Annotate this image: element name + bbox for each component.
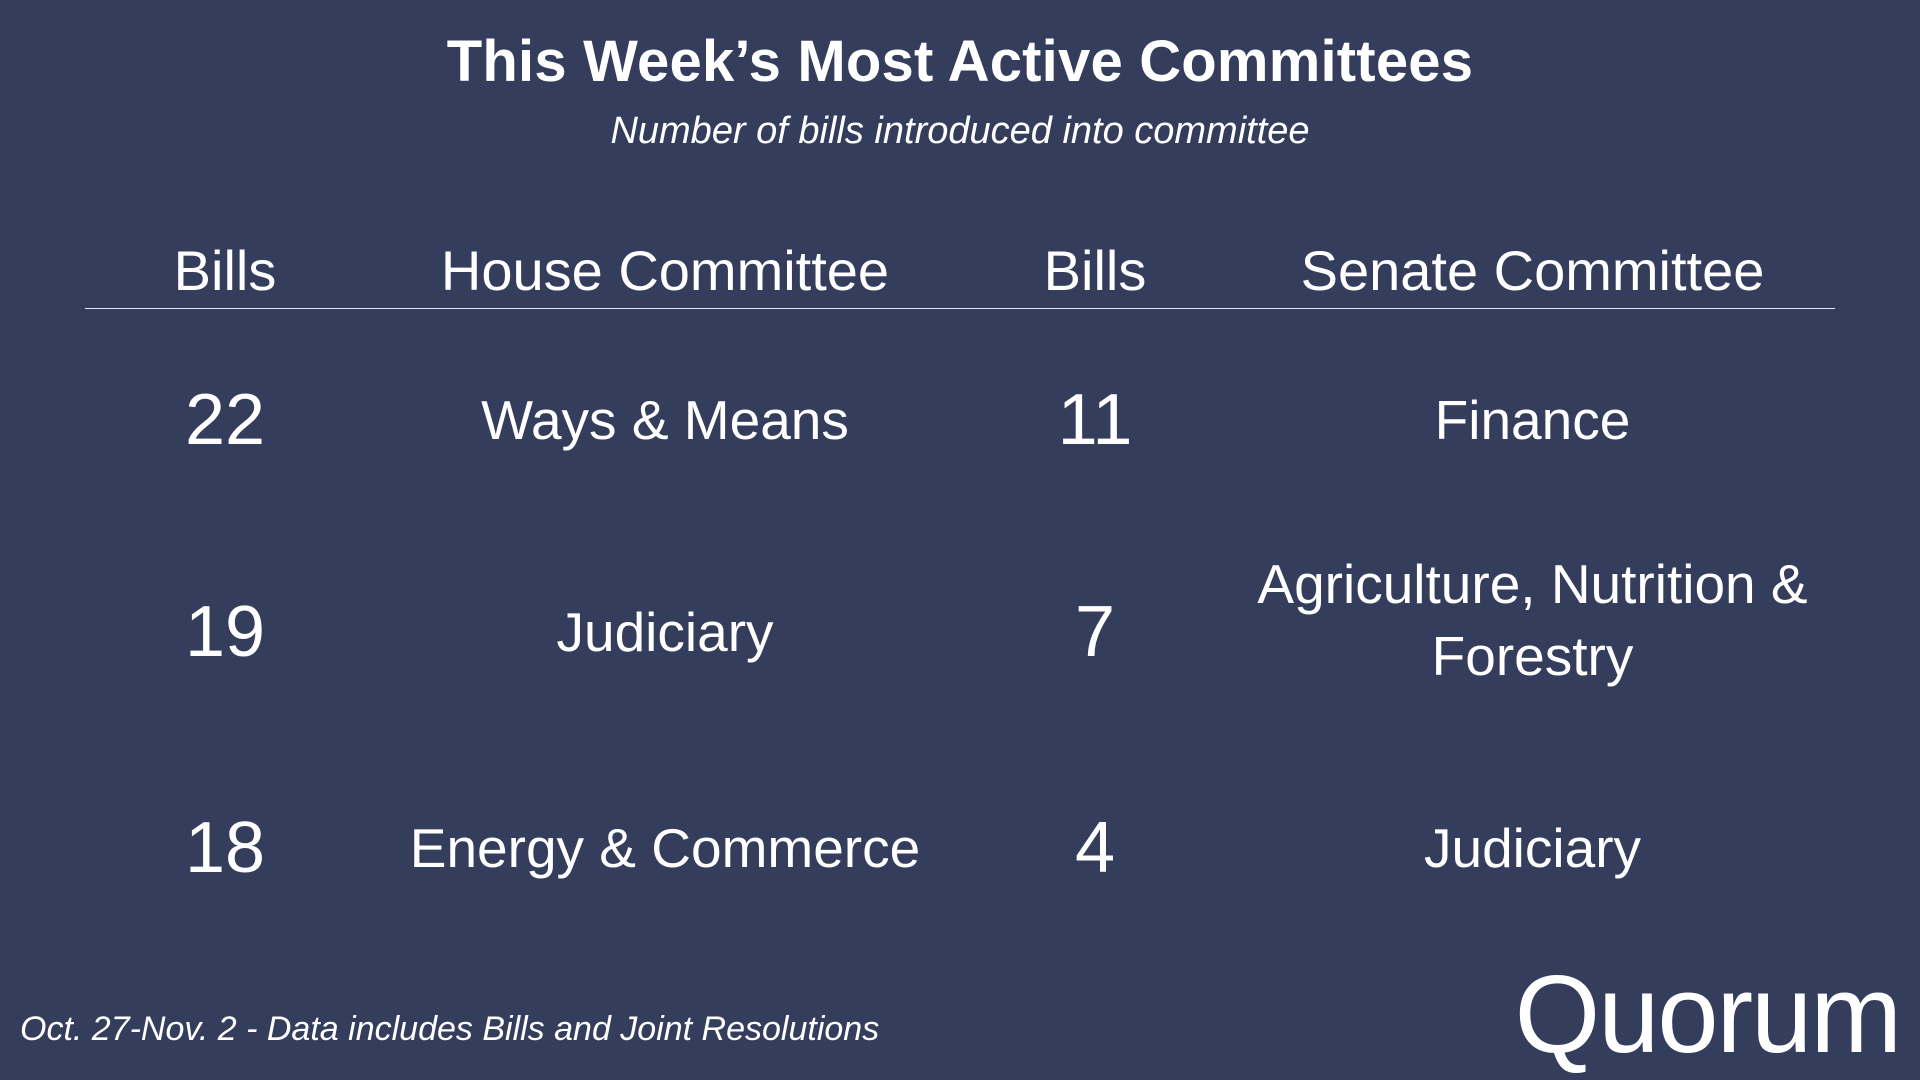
table-row: 22 Ways & Means 11 Finance <box>0 360 1920 480</box>
page-title: This Week’s Most Active Committees <box>446 29 1474 94</box>
footnote: Oct. 27-Nov. 2 - Data includes Bills and… <box>20 1010 880 1048</box>
table-row: 19 Judiciary 7 Agriculture, Nutrition & … <box>0 553 1920 692</box>
house-committee-name: Ways & Means <box>481 389 849 451</box>
house-bills-count: 18 <box>184 808 266 888</box>
header-senate-bills: Bills <box>1043 239 1147 302</box>
senate-committee-name: Agriculture, Nutrition & Forestry <box>1257 553 1808 687</box>
house-committee-name: Energy & Commerce <box>409 817 921 879</box>
senate-bills-count: 11 <box>1057 380 1133 460</box>
header-house-committee: House Committee <box>440 239 890 302</box>
house-bills-count: 22 <box>184 380 266 460</box>
table-header: Bills House Committee Bills Senate Commi… <box>0 236 1920 306</box>
senate-committee-name: Judiciary <box>1423 817 1642 879</box>
page-subtitle: Number of bills introduced into committe… <box>610 110 1310 152</box>
house-committee-name: Judiciary <box>556 601 774 663</box>
senate-bills-count: 7 <box>1074 592 1116 672</box>
quorum-logo: Quorum <box>1514 953 1902 1076</box>
senate-bills-count: 4 <box>1074 808 1116 888</box>
header-senate-committee: Senate Committee <box>1300 239 1765 302</box>
house-bills-count: 19 <box>184 592 266 672</box>
table-row: 18 Energy & Commerce 4 Judiciary <box>0 788 1920 908</box>
header-divider <box>85 308 1835 309</box>
senate-committee-name: Finance <box>1434 389 1631 451</box>
header-house-bills: Bills <box>173 239 277 302</box>
